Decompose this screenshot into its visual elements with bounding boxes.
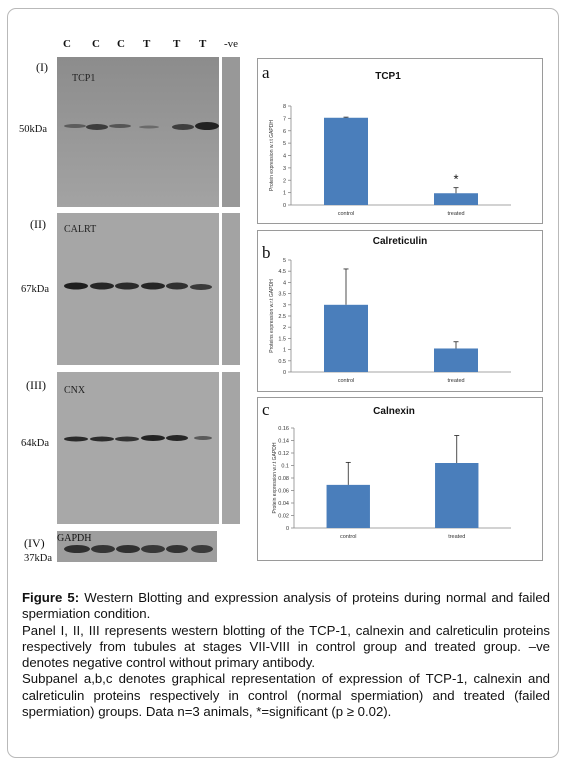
blot-image-cnx bbox=[57, 372, 219, 524]
y-tick-label: 0.08 bbox=[278, 476, 289, 482]
blot-neg-cnx bbox=[222, 372, 240, 524]
blot-kda-label: 50kDa bbox=[19, 124, 47, 135]
bar bbox=[434, 193, 478, 205]
y-tick-label: 0.5 bbox=[278, 359, 286, 365]
y-tick-label: 1 bbox=[283, 348, 286, 354]
blot-protein-label: CNX bbox=[64, 385, 86, 396]
chart-panel-c: c Calnexin 0 0.02 0.04 0.06 0.08 0.1 0.12 0.14 0… bbox=[257, 397, 543, 561]
x-tick-label: treated bbox=[447, 211, 464, 217]
lane-label: T bbox=[199, 38, 207, 50]
lane-label: C bbox=[117, 38, 125, 50]
y-tick-label: 3 bbox=[283, 166, 286, 172]
chart-panel-a: a TCP1 0 1 2 3 4 5 6 7 8 Protein expression w.r.t… bbox=[257, 58, 543, 224]
chart-panel-b: b Calreticulin 0 0.5 1 1.5 2 2.5 3 3.5 4 4.5 5 Prot… bbox=[257, 230, 543, 392]
blot-kda-label: 64kDa bbox=[21, 438, 49, 449]
y-tick-label: 1 bbox=[283, 191, 286, 197]
blot-kda-label: 67kDa bbox=[21, 284, 49, 295]
subpanel-label: a bbox=[262, 63, 270, 82]
blot-neg-tcp1 bbox=[222, 57, 240, 207]
y-tick-label: 0.16 bbox=[278, 426, 289, 432]
y-tick-label: 0.12 bbox=[278, 451, 289, 457]
blot-protein-label: TCP1 bbox=[72, 73, 96, 84]
blot-panel-label: (I) bbox=[36, 60, 48, 74]
y-tick-label: 5 bbox=[283, 141, 286, 147]
blot-protein-label: GAPDH bbox=[57, 533, 92, 544]
chart-plot-c: 0 0.02 0.04 0.06 0.08 0.1 0.12 0.14 0.16 Protein … bbox=[272, 426, 511, 540]
y-tick-label: 5 bbox=[283, 258, 286, 264]
y-tick-label: 0.06 bbox=[278, 489, 289, 495]
subpanel-label: c bbox=[262, 400, 270, 419]
x-tick-label: treated bbox=[448, 534, 465, 540]
x-tick-label: control bbox=[338, 378, 355, 384]
y-tick-label: 0.14 bbox=[278, 439, 289, 445]
significance-marker: * bbox=[453, 172, 458, 187]
blot-kda-label: 37kDa bbox=[24, 553, 52, 564]
y-tick-label: 0 bbox=[286, 526, 289, 532]
lane-label: T bbox=[143, 38, 151, 50]
blot-image-calrt bbox=[57, 213, 219, 365]
bar bbox=[324, 304, 368, 372]
y-tick-label: 1.5 bbox=[278, 336, 286, 342]
blot-panel-label: (III) bbox=[26, 378, 46, 392]
y-tick-label: 6 bbox=[283, 129, 286, 135]
figure-label: Figure 5: bbox=[22, 590, 80, 605]
y-tick-label: 0.04 bbox=[278, 501, 289, 507]
chart-title: Calnexin bbox=[373, 406, 415, 417]
y-axis-label: Protein expression w.r.t GAPDH bbox=[272, 442, 278, 513]
blot-neg-calrt bbox=[222, 213, 240, 365]
blot-image-gapdh bbox=[57, 531, 217, 562]
subpanel-label: b bbox=[262, 243, 271, 262]
y-tick-label: 2.5 bbox=[278, 314, 286, 320]
lane-label: C bbox=[92, 38, 100, 50]
chart-title: TCP1 bbox=[375, 71, 401, 82]
y-tick-label: 4 bbox=[283, 154, 286, 160]
y-tick-label: 0.1 bbox=[281, 464, 289, 470]
lane-label: T bbox=[173, 38, 181, 50]
caption-paragraph: Panel I, II, III represents western blot… bbox=[22, 622, 550, 671]
y-tick-label: 4 bbox=[283, 280, 286, 286]
bar bbox=[324, 117, 368, 205]
blot-image-tcp1 bbox=[57, 57, 219, 207]
bar bbox=[326, 484, 370, 528]
blot-panel-label: (II) bbox=[30, 217, 46, 231]
x-tick-label: control bbox=[340, 534, 357, 540]
y-tick-label: 3.5 bbox=[278, 292, 286, 298]
y-tick-label: 2 bbox=[283, 178, 286, 184]
blot-panel-label: (IV) bbox=[24, 536, 45, 550]
chart-plot-b: 0 0.5 1 1.5 2 2.5 3 3.5 4 4.5 5 Proteins expression… bbox=[269, 258, 511, 384]
figure-caption: Figure 5: Western Blotting and expressio… bbox=[22, 590, 550, 720]
chart-plot-a: 0 1 2 3 4 5 6 7 8 Protein expression w.r.t GAPDH c… bbox=[269, 104, 511, 217]
chart-title: Calreticulin bbox=[372, 236, 428, 247]
x-tick-label: control bbox=[338, 211, 355, 217]
negative-control-label: -ve bbox=[224, 38, 239, 50]
bar bbox=[435, 463, 479, 528]
bar bbox=[434, 348, 478, 372]
y-axis-label: Proteins expression w.r.t GAPDH bbox=[269, 279, 275, 353]
y-tick-label: 0 bbox=[283, 203, 286, 209]
blot-protein-label: CALRT bbox=[64, 224, 97, 235]
y-tick-label: 3 bbox=[283, 303, 286, 309]
caption-paragraph: Subpanel a,b,c denotes graphical represe… bbox=[22, 671, 550, 720]
y-tick-label: 7 bbox=[283, 116, 286, 122]
y-tick-label: 4.5 bbox=[278, 269, 286, 275]
lane-label: C bbox=[63, 38, 71, 50]
y-tick-label: 2 bbox=[283, 325, 286, 331]
y-tick-label: 8 bbox=[283, 104, 286, 110]
y-tick-label: 0 bbox=[283, 370, 286, 376]
y-axis-label: Protein expression w.r.t GAPDH bbox=[269, 120, 275, 191]
x-tick-label: treated bbox=[447, 378, 464, 384]
y-tick-label: 0.02 bbox=[278, 514, 289, 520]
figure-title-text: Western Blotting and expression analysis… bbox=[22, 590, 551, 622]
